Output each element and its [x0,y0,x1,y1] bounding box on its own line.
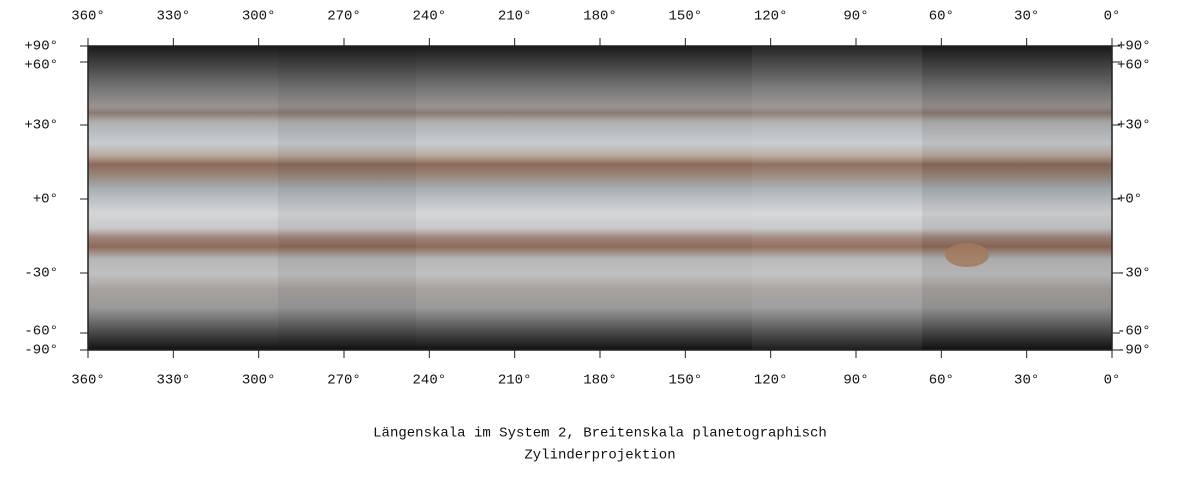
latitude-label: -90° [1117,343,1151,359]
longitude-label: 30° [1014,9,1039,25]
latitude-label: +0° [1117,192,1142,208]
longitude-label: 300° [242,9,276,25]
map-strip [278,46,416,350]
latitude-label: -30° [1117,266,1151,282]
longitude-label: 120° [754,9,788,25]
longitude-label: 330° [157,9,191,25]
longitude-label: 180° [583,373,617,389]
longitude-label: 60° [929,9,954,25]
map-strip [752,46,922,350]
longitude-label: 270° [327,373,361,389]
great-red-spot [945,243,989,267]
latitude-label: +30° [1117,118,1151,134]
longitude-label: 300° [242,373,276,389]
latitude-label: -60° [1117,324,1151,340]
longitude-label: 60° [929,373,954,389]
longitude-label: 90° [843,373,868,389]
map-strip [922,46,1112,350]
latitude-label: -30° [24,266,58,282]
longitude-label: 360° [71,9,105,25]
longitude-label: 90° [843,9,868,25]
longitude-label: 180° [583,9,617,25]
longitude-label: 150° [669,373,703,389]
longitude-label: 0° [1104,9,1121,25]
longitude-label: 270° [327,9,361,25]
latitude-label: +60° [24,58,58,74]
caption: Längenskala im System 2, Breitenskala pl… [373,426,827,442]
longitude-label: 120° [754,373,788,389]
latitude-label: +60° [1117,58,1151,74]
latitude-label: -90° [24,343,58,359]
longitude-label: 240° [413,373,447,389]
latitude-label: +0° [33,192,58,208]
latitude-label: +90° [24,39,58,55]
longitude-label: 210° [498,9,532,25]
map-figure: Längenskala im System 2, Breitenskala pl… [0,0,1195,475]
longitude-label: 330° [157,373,191,389]
caption: Zylinderprojektion [524,448,675,464]
longitude-label: 30° [1014,373,1039,389]
longitude-label: 360° [71,373,105,389]
planet-map [88,46,1112,350]
longitude-label: 150° [669,9,703,25]
longitude-label: 210° [498,373,532,389]
latitude-label: +30° [24,118,58,134]
longitude-label: 0° [1104,373,1121,389]
latitude-label: +90° [1117,39,1151,55]
latitude-label: -60° [24,324,58,340]
longitude-label: 240° [413,9,447,25]
